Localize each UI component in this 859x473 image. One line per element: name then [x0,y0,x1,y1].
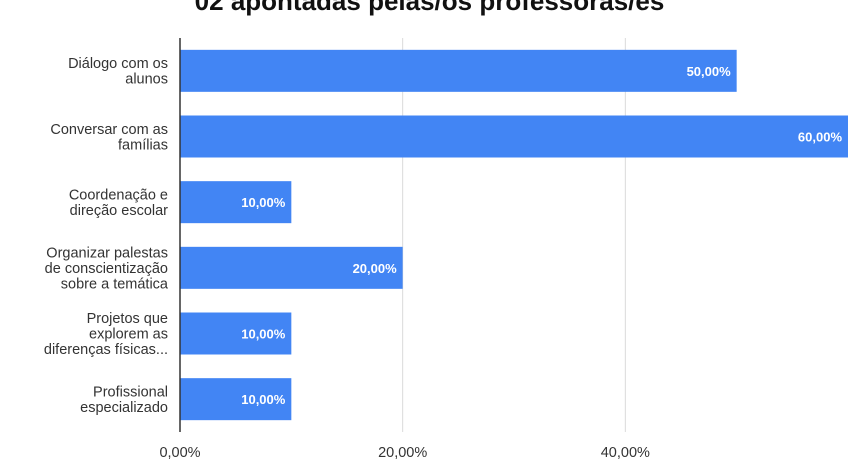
bar [180,181,292,224]
data-label: 10,00% [241,195,286,210]
category-label: Coordenação e direção escolar [69,187,168,219]
category-label-line: famílias [118,137,168,153]
labels: 0,00% 20,00% 40,00% 50,00% Diálogo com os alu… [44,56,843,461]
category-label-line: diferenças físicas... [44,342,168,358]
chart-title: 02 apontadas pelas/os professoras/es [194,0,665,16]
category-label: Projetos que explorem as diferenças física… [44,311,168,358]
category-label-line: Diálogo com os [68,56,168,72]
data-label: 10,00% [241,392,286,407]
category-label: Diálogo com os alunos [68,56,168,88]
data-label: 60,00% [798,130,843,145]
category-label: Conversar com as famílias [50,122,168,154]
category-label-line: Projetos que [87,311,168,327]
bar [180,49,737,92]
category-label: Profissional especializado [80,384,168,416]
bar [180,378,292,421]
category-label-line: especializado [80,400,168,416]
data-label: 10,00% [241,327,286,342]
category-label-line: sobre a temática [61,276,169,292]
bar [180,115,848,158]
x-tick-label: 20,00% [378,445,427,461]
gridlines [402,38,626,432]
bars [180,49,848,421]
category-label-line: direção escolar [70,203,168,219]
data-label: 20,00% [353,261,398,276]
x-tick-label: 40,00% [601,445,650,461]
x-tick-label: 0,00% [159,445,200,461]
bar [180,246,403,289]
category-label-line: alunos [125,72,168,88]
category-label-line: explorem as [89,327,168,343]
category-label-line: Organizar palestas [46,245,168,261]
bar [180,312,292,355]
category-label-line: Profissional [93,384,168,400]
category-label-line: de conscientização [45,261,168,277]
category-label: Organizar palestas de conscientização sobr… [45,245,169,292]
category-label-line: Conversar com as [50,122,168,138]
category-label-line: Coordenação e [69,187,168,203]
data-label: 50,00% [687,64,732,79]
